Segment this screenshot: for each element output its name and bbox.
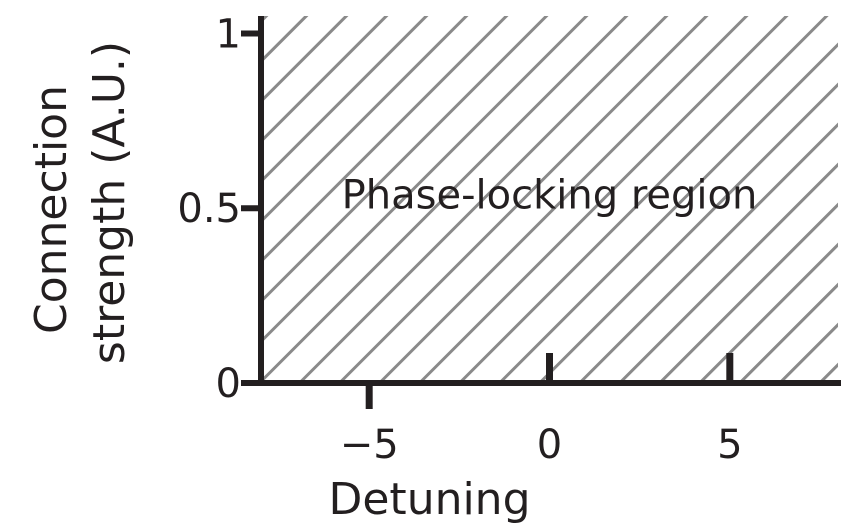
x-tick-label-1: 0 — [537, 422, 562, 468]
x-tick-label-2: 5 — [717, 422, 742, 468]
y-tick-label-1: 0.5 — [177, 186, 241, 232]
x-tick-label-0: −5 — [340, 422, 399, 468]
ticks-layer: −5 0 5 0 0.5 1 — [177, 11, 742, 468]
region-layer — [261, 16, 838, 383]
y-tick-label-2: 1 — [216, 11, 241, 57]
y-tick-label-0: 0 — [216, 361, 241, 407]
hatched-region-0 — [261, 16, 838, 383]
x-axis-title: Detuning — [328, 474, 530, 525]
y-axis-title: Connection strength (A.U.) — [26, 41, 135, 364]
y-axis-title-line-1: Connection — [26, 85, 77, 334]
y-axis-title-line-2: strength (A.U.) — [84, 41, 135, 364]
annotation-phase-locking-region: Phase-locking region — [342, 172, 758, 218]
